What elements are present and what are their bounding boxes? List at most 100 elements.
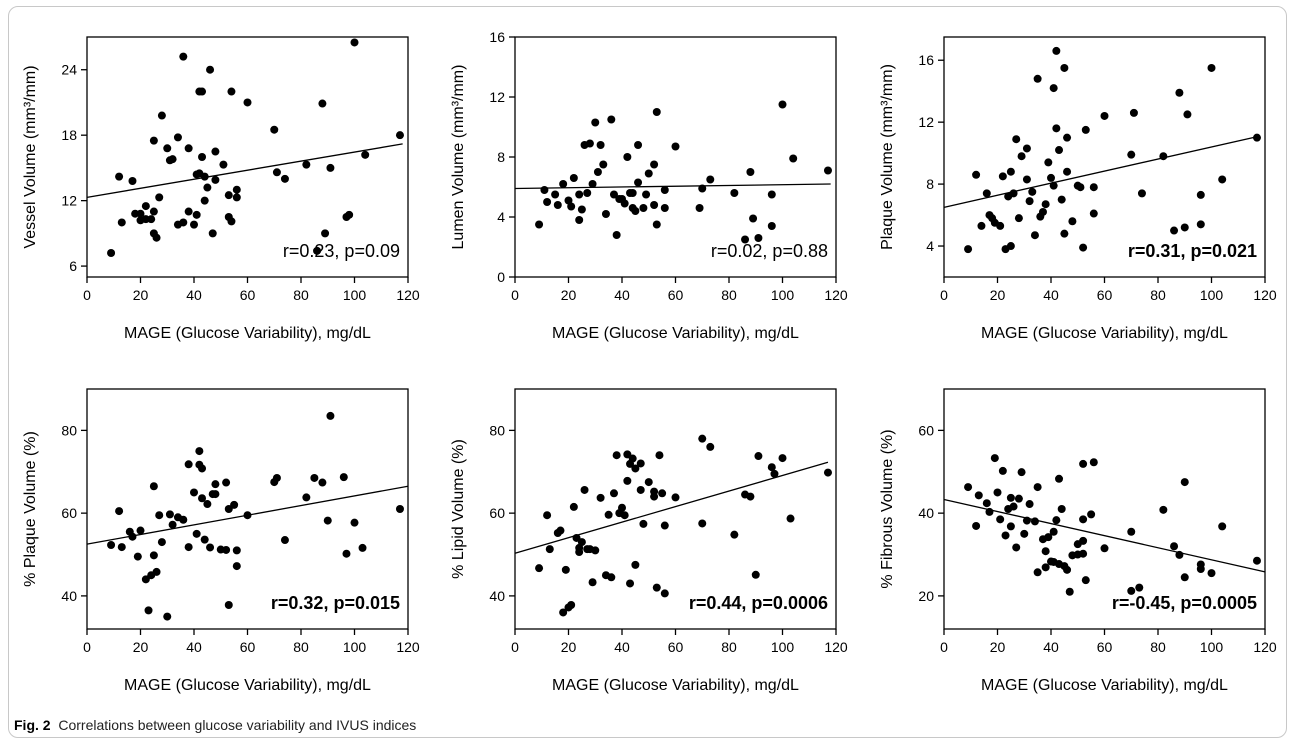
data-point bbox=[599, 160, 608, 169]
x-tick-label: 120 bbox=[1253, 287, 1277, 303]
y-tick-label: 12 bbox=[489, 89, 505, 105]
data-point bbox=[243, 98, 252, 107]
data-point bbox=[136, 209, 145, 218]
data-point bbox=[144, 606, 153, 615]
x-tick-label: 0 bbox=[83, 639, 91, 655]
data-point bbox=[631, 207, 640, 215]
data-point bbox=[644, 478, 653, 487]
x-tick-label: 80 bbox=[1150, 639, 1166, 655]
x-tick-label: 20 bbox=[133, 639, 149, 655]
data-point bbox=[575, 216, 584, 224]
data-point bbox=[203, 183, 212, 192]
data-point bbox=[706, 175, 715, 184]
y-tick-label: 60 bbox=[61, 505, 77, 521]
trend-line bbox=[514, 183, 831, 190]
data-point bbox=[706, 442, 715, 451]
data-point bbox=[751, 570, 760, 579]
data-point bbox=[208, 229, 217, 238]
data-point bbox=[540, 186, 549, 194]
data-point bbox=[543, 198, 552, 206]
data-point bbox=[1196, 220, 1205, 229]
data-point bbox=[1025, 500, 1034, 509]
data-point bbox=[1063, 565, 1072, 574]
data-point bbox=[564, 196, 573, 205]
data-point bbox=[1006, 242, 1015, 251]
data-point bbox=[152, 233, 161, 242]
data-point bbox=[1060, 63, 1069, 72]
figure-caption: Fig. 2 Correlations between glucose vari… bbox=[14, 717, 416, 733]
data-point bbox=[232, 185, 241, 194]
x-tick-label: 0 bbox=[940, 287, 948, 303]
data-point bbox=[652, 220, 661, 229]
data-point bbox=[567, 202, 576, 211]
data-point bbox=[272, 168, 281, 177]
data-point bbox=[1159, 152, 1168, 161]
data-point bbox=[1009, 189, 1018, 198]
caption-label: Fig. 2 bbox=[14, 717, 51, 733]
data-point bbox=[607, 573, 616, 582]
data-point bbox=[974, 491, 983, 500]
data-point bbox=[184, 144, 193, 153]
data-point bbox=[823, 468, 832, 477]
data-point bbox=[623, 476, 632, 485]
data-point bbox=[243, 511, 252, 520]
data-point bbox=[230, 500, 239, 509]
trend-line bbox=[86, 143, 403, 199]
y-tick-label: 12 bbox=[61, 193, 77, 209]
x-tick-label: 80 bbox=[1150, 287, 1166, 303]
x-axis-title: MAGE (Glucose Variability), mg/dL bbox=[981, 325, 1228, 342]
data-point bbox=[730, 530, 739, 539]
data-point bbox=[628, 454, 637, 463]
data-point bbox=[1068, 217, 1077, 226]
x-tick-label: 60 bbox=[668, 639, 684, 655]
data-point bbox=[1014, 214, 1023, 223]
data-point bbox=[280, 174, 289, 183]
x-tick-label: 120 bbox=[1253, 639, 1277, 655]
data-point bbox=[561, 565, 570, 574]
data-point bbox=[163, 612, 172, 621]
data-point bbox=[612, 451, 621, 460]
data-point bbox=[1055, 474, 1064, 483]
x-tick-label: 60 bbox=[1097, 639, 1113, 655]
data-point bbox=[227, 217, 236, 226]
data-point bbox=[767, 222, 776, 230]
data-point bbox=[591, 118, 600, 127]
data-point bbox=[1020, 529, 1029, 538]
data-point bbox=[636, 459, 645, 468]
data-point bbox=[596, 493, 605, 502]
data-point bbox=[1079, 243, 1088, 252]
data-point bbox=[133, 552, 142, 561]
y-axis-title: Plaque Volume (mm³/mm) bbox=[879, 64, 896, 250]
data-point bbox=[749, 214, 758, 223]
data-point bbox=[1006, 522, 1015, 531]
x-axis-title: MAGE (Glucose Variability), mg/dL bbox=[124, 325, 371, 342]
data-point bbox=[1170, 542, 1179, 551]
data-point bbox=[535, 564, 544, 573]
data-point bbox=[604, 510, 613, 519]
data-point bbox=[1030, 517, 1039, 526]
data-point bbox=[200, 172, 209, 181]
data-point bbox=[136, 526, 145, 535]
data-point bbox=[789, 154, 798, 163]
y-tick-label: 8 bbox=[926, 176, 934, 192]
data-point bbox=[559, 180, 568, 188]
data-point bbox=[1065, 587, 1074, 596]
data-point bbox=[1196, 560, 1205, 569]
data-point bbox=[219, 160, 228, 169]
data-point bbox=[1129, 108, 1138, 117]
trend-line bbox=[943, 135, 1260, 208]
y-tick-label: 6 bbox=[69, 258, 77, 274]
data-point bbox=[569, 174, 578, 182]
data-point bbox=[650, 492, 659, 501]
x-tick-label: 0 bbox=[940, 639, 948, 655]
data-point bbox=[1180, 478, 1189, 487]
data-point bbox=[206, 65, 215, 74]
data-point bbox=[1079, 536, 1088, 545]
y-tick-label: 60 bbox=[489, 505, 505, 521]
data-point bbox=[644, 169, 653, 178]
y-tick-label: 4 bbox=[926, 238, 934, 254]
y-axis-title: Vessel Volume (mm³/mm) bbox=[22, 65, 39, 248]
data-point bbox=[591, 546, 600, 555]
data-point bbox=[179, 515, 188, 524]
y-tick-label: 40 bbox=[918, 505, 934, 521]
